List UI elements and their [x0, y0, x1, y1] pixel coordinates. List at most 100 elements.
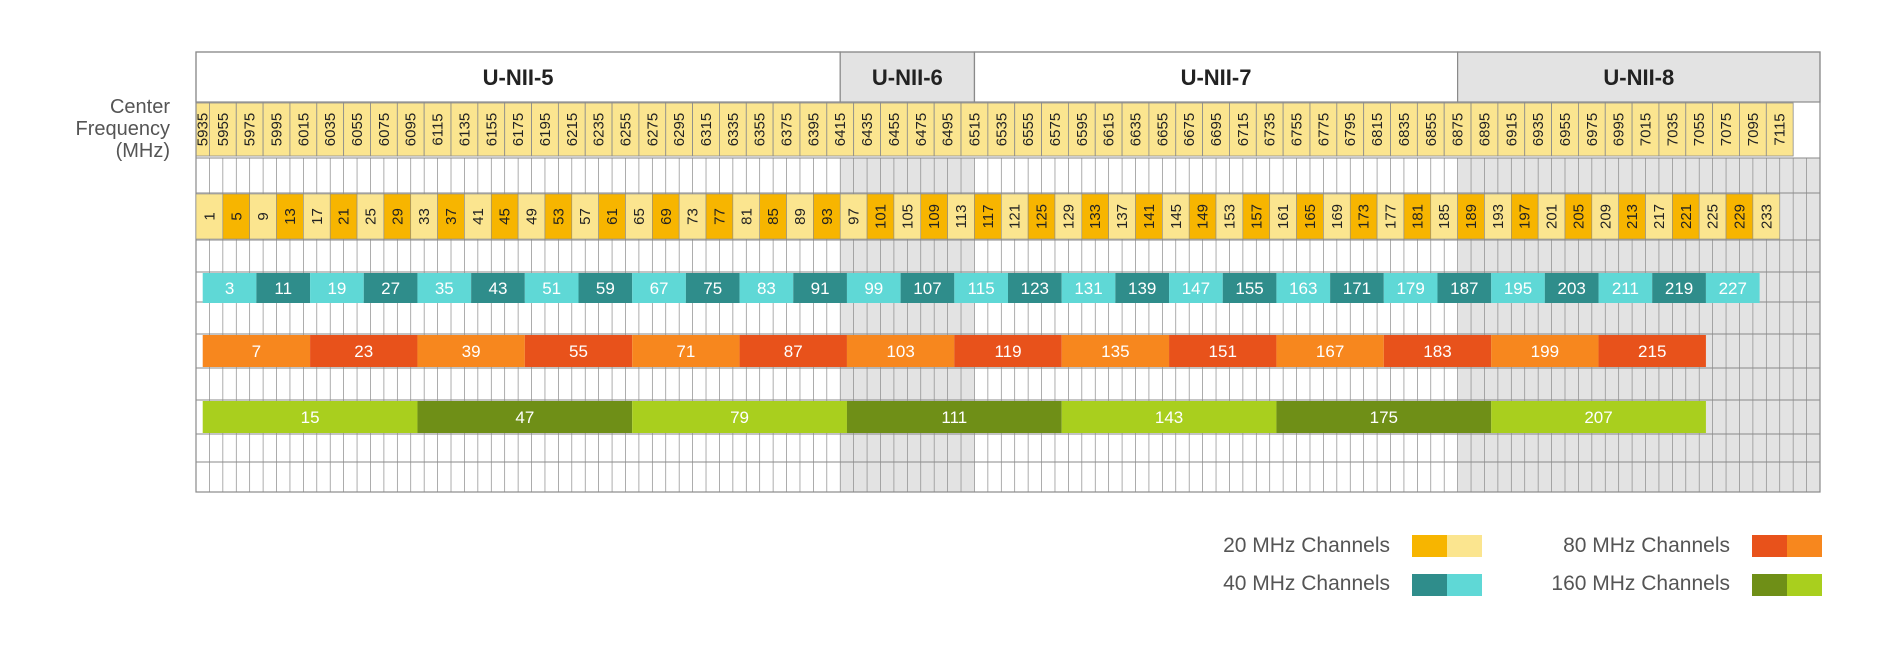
channel-80-label: 119: [994, 342, 1021, 361]
channel-20-cell: [1054, 193, 1083, 240]
frequency-label: 6435: [859, 113, 876, 146]
channel-20-cell: [1269, 193, 1297, 240]
band-label: U-NII-6: [872, 65, 943, 90]
channel-40-block: [1222, 273, 1277, 303]
channel-160-block: [1491, 401, 1706, 433]
channel-20-label: 117: [980, 205, 997, 229]
frequency-label: 6675: [1181, 113, 1198, 146]
frequency-label: 6355: [752, 113, 769, 146]
channel-20-cell: [1000, 193, 1029, 240]
frequency-cell: [906, 102, 935, 157]
channel-40-block: [1330, 273, 1384, 303]
channel-40-label: 27: [381, 279, 400, 298]
channel-20-label: 205: [1570, 204, 1587, 229]
channel-20-cell: [598, 193, 626, 240]
channel-20-cell: [1135, 193, 1163, 240]
channel-20-label: 177: [1383, 204, 1400, 229]
channel-20-cell: [356, 193, 385, 240]
channel-20-label: 37: [443, 208, 460, 225]
channel-160-label: 79: [730, 408, 749, 427]
frequency-label: 6615: [1101, 113, 1118, 146]
frequency-label: 6935: [1530, 113, 1547, 146]
channel-20-cell: [1108, 193, 1136, 240]
channel-40-label: 91: [811, 279, 830, 298]
legend-swatch-color: [1412, 535, 1447, 557]
channel-80-label: 199: [1531, 342, 1559, 361]
channel-40-label: 115: [968, 279, 995, 298]
channel-40-label: 195: [1504, 279, 1532, 298]
frequency-label: 5935: [195, 113, 212, 146]
frequency-cell: [557, 102, 586, 157]
frequency-cell: [1765, 102, 1794, 157]
channel-40-label: 99: [864, 279, 883, 298]
frequency-cell: [772, 102, 801, 157]
channel-80-block: [417, 335, 525, 367]
channel-40-label: 35: [435, 279, 454, 298]
frequency-label: 6775: [1315, 113, 1332, 146]
channel-80-block: [1169, 335, 1277, 367]
channel-20-cell: [571, 193, 599, 240]
frequency-label: 6515: [966, 113, 983, 146]
channel-80-label: 71: [676, 342, 695, 361]
band-header-bg: [840, 52, 975, 102]
channel-20-cell: [410, 193, 438, 240]
channel-20-label: 169: [1329, 204, 1346, 229]
channel-20-cell: [1027, 193, 1056, 240]
channel-20-label: 89: [792, 208, 809, 225]
channel-80-block: [846, 335, 955, 367]
frequency-cell: [1416, 102, 1445, 157]
channel-20-label: 69: [658, 208, 675, 225]
channel-40-label: 211: [1612, 279, 1639, 298]
channel-20-cell: [1591, 193, 1619, 240]
legend-swatch: [1412, 574, 1482, 596]
frequency-cell: [745, 102, 774, 157]
frequency-label: 6395: [805, 113, 822, 146]
channel-40-label: 123: [1021, 279, 1049, 298]
channel-20-label: 41: [470, 208, 487, 225]
channel-20-label: 129: [1060, 204, 1077, 229]
channel-40-label: 83: [757, 279, 776, 298]
channel-20-cell: [1564, 193, 1593, 240]
channel-80-label: 103: [886, 342, 914, 361]
channel-20-cell: [1215, 193, 1244, 240]
channel-40-label: 155: [1235, 279, 1263, 298]
frequency-label: 6495: [940, 113, 957, 146]
frequency-label: 7115: [1772, 113, 1789, 145]
channel-40-block: [202, 273, 257, 303]
frequency-cell: [289, 102, 318, 157]
channel-20-label: 9: [255, 212, 272, 220]
channel-20-label: 225: [1705, 204, 1722, 229]
channel-20-label: 101: [872, 204, 889, 229]
channel-20-label: 193: [1490, 204, 1507, 229]
channel-20-label: 153: [1221, 204, 1238, 229]
channel-20-cell: [1376, 193, 1405, 240]
channel-20-label: 125: [1034, 204, 1051, 229]
channel-80-block: [1276, 335, 1384, 367]
frequency-cell: [1631, 102, 1660, 157]
channel-40-block: [1383, 273, 1438, 303]
channel-20-label: 17: [309, 208, 326, 225]
frequency-label: 6695: [1208, 113, 1225, 146]
channel-20-cell: [1430, 193, 1458, 240]
frequency-cell: [1685, 102, 1714, 157]
frequency-label: 6015: [295, 113, 312, 146]
channel-20-cell: [1752, 193, 1781, 240]
channel-160-block: [632, 401, 847, 433]
channel-20-cell: [490, 193, 519, 240]
frequency-label: 5955: [215, 113, 232, 146]
channel-160-block: [202, 401, 418, 433]
channel-20-cell: [652, 193, 680, 240]
frequency-label: 6375: [779, 113, 796, 146]
axis-title-center-frequency: Center Frequency (MHz): [75, 96, 171, 162]
channel-80-block: [1061, 335, 1170, 367]
channel-80-block: [739, 335, 847, 367]
frequency-label: 6855: [1423, 113, 1440, 146]
channel-20-label: 65: [631, 208, 648, 225]
channel-40-label: 59: [596, 279, 615, 298]
frequency-cell: [584, 102, 613, 157]
channel-40-block: [256, 273, 311, 303]
channel-20-cell: [705, 193, 734, 240]
channel-40-block: [685, 273, 740, 303]
channel-80-label: 87: [784, 342, 803, 361]
frequency-cell: [1390, 102, 1418, 157]
